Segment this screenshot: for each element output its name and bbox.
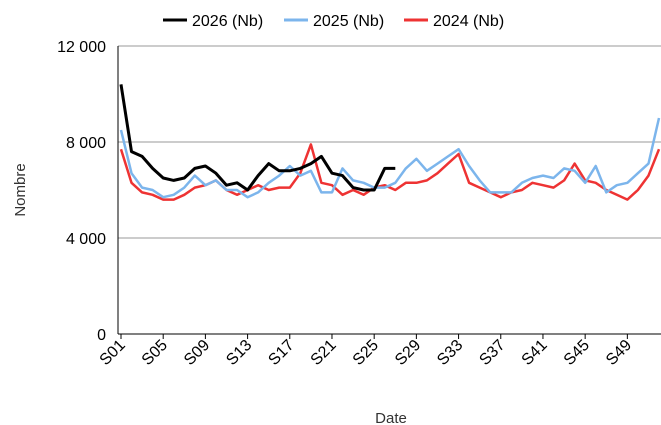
y-tick-label: 0 xyxy=(97,327,106,344)
legend-item-2026[interactable]: 2026 (Nb) xyxy=(163,13,263,30)
x-tick-label: S21 xyxy=(308,337,340,369)
series-lines xyxy=(119,84,661,201)
x-tick-label: S33 xyxy=(434,337,466,369)
x-tick-label: S29 xyxy=(392,337,424,369)
x-tick-label: S45 xyxy=(561,337,593,369)
series-line-2026 xyxy=(119,84,396,192)
y-axis-ticks: 0 4 000 8 000 12 000 xyxy=(57,39,106,344)
x-axis-title: Date xyxy=(375,410,407,425)
x-tick-label: S13 xyxy=(223,337,255,369)
legend-item-2025[interactable]: 2025 (Nb) xyxy=(284,13,384,30)
y-tick-label: 4 000 xyxy=(66,231,106,248)
y-tick-label: 8 000 xyxy=(66,135,106,152)
x-tick-label: S05 xyxy=(139,337,171,369)
y-axis-title: Nombre xyxy=(12,163,29,216)
legend-label-2025: 2025 (Nb) xyxy=(313,13,384,30)
x-tick-label: S41 xyxy=(519,337,551,369)
legend-label-2026: 2026 (Nb) xyxy=(192,13,263,30)
legend-label-2024: 2024 (Nb) xyxy=(433,13,504,30)
series-line-2024 xyxy=(119,143,661,201)
x-tick-label: S37 xyxy=(476,337,508,369)
x-tick-label: S25 xyxy=(350,337,382,369)
legend-item-2024[interactable]: 2024 (Nb) xyxy=(404,13,504,30)
x-tick-label: S17 xyxy=(265,337,297,369)
series-line-2025 xyxy=(119,117,661,199)
gridlines xyxy=(118,45,661,335)
y-tick-label: 12 000 xyxy=(57,39,106,56)
x-tick-label: S09 xyxy=(181,337,213,369)
legend: 2026 (Nb) 2025 (Nb) 2024 (Nb) xyxy=(163,13,504,30)
x-tick-label: S49 xyxy=(603,337,635,369)
x-axis-ticks: S01 S05 S09 S13 S17 S21 S25 S29 S33 S37 S41 S45 S49 xyxy=(97,334,635,369)
